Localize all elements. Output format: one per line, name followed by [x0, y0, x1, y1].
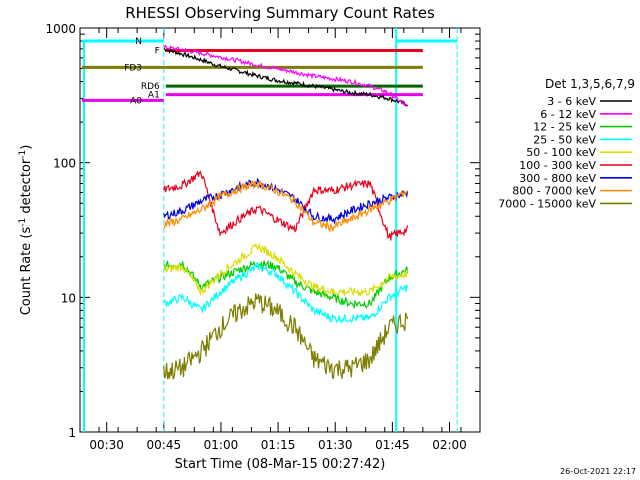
y-axis-label-main: Count Rate (s [19, 227, 34, 316]
y-tick-label: 1000 [45, 22, 76, 36]
chart-title: RHESSI Observing Summary Count Rates [125, 4, 435, 22]
flag-label-fd3: FD3 [124, 63, 142, 73]
series-line-6 [163, 177, 409, 225]
legend-label-1: 6 - 12 keV [540, 108, 596, 121]
legend-label-2: 12 - 25 keV [533, 121, 596, 134]
legend-label-8: 7000 - 15000 keV [498, 197, 596, 210]
series-line-5 [163, 170, 409, 241]
series-line-1 [163, 44, 409, 107]
legend-title: Det 1,3,5,6,7,9 [545, 77, 635, 91]
y-tick-label: 1 [68, 426, 76, 440]
legend-label-5: 100 - 300 keV [519, 159, 596, 172]
y-axis-label: Count Rate (s-1 detector-1) [18, 145, 34, 316]
legend-label-6: 300 - 800 keV [519, 172, 596, 185]
series-line-8 [163, 293, 409, 380]
x-tick-label: 02:00 [432, 438, 467, 452]
flag-label-f: F [155, 47, 160, 57]
legend-label-0: 3 - 6 keV [547, 95, 596, 108]
x-tick-label: 01:15 [261, 438, 296, 452]
series-line-2 [163, 259, 409, 310]
y-axis-label-sup2: -1 [18, 150, 28, 159]
legend-label-7: 800 - 7000 keV [512, 185, 596, 198]
flag-label-a0: A0 [130, 96, 142, 106]
series-line-0 [163, 47, 408, 107]
y-tick-label: 10 [61, 291, 76, 305]
series-line-7 [163, 180, 409, 233]
x-tick-label: 00:30 [89, 438, 124, 452]
series-line-3 [163, 261, 409, 325]
flag-label-rd6: RD6 [141, 82, 160, 92]
plot-area: 1 10 100 1000 00:30 00:45 01:00 01:15 01:30 01:45… [45, 22, 481, 452]
x-tick-label: 00:45 [147, 438, 182, 452]
plot-frame [79, 27, 481, 433]
y-axis-label-mid: detector [19, 158, 34, 218]
legend-label-4: 50 - 100 keV [526, 146, 596, 159]
x-tick-label: 01:45 [375, 438, 410, 452]
series-line-4 [163, 242, 409, 298]
flag-label-n: N [135, 37, 142, 47]
flag-label-a1: A1 [148, 91, 160, 101]
legend-label-3: 25 - 50 keV [533, 133, 596, 146]
x-tick-label: 01:00 [204, 438, 239, 452]
timestamp: 26-Oct-2021 22:17 [560, 467, 636, 476]
y-axis-label-end: ) [19, 145, 34, 150]
x-tick-label: 01:30 [318, 438, 353, 452]
y-axis-label-sup: -1 [18, 218, 28, 227]
x-axis-label: Start Time (08-Mar-15 00:27:42) [175, 457, 386, 472]
y-tick-label: 100 [53, 157, 76, 171]
